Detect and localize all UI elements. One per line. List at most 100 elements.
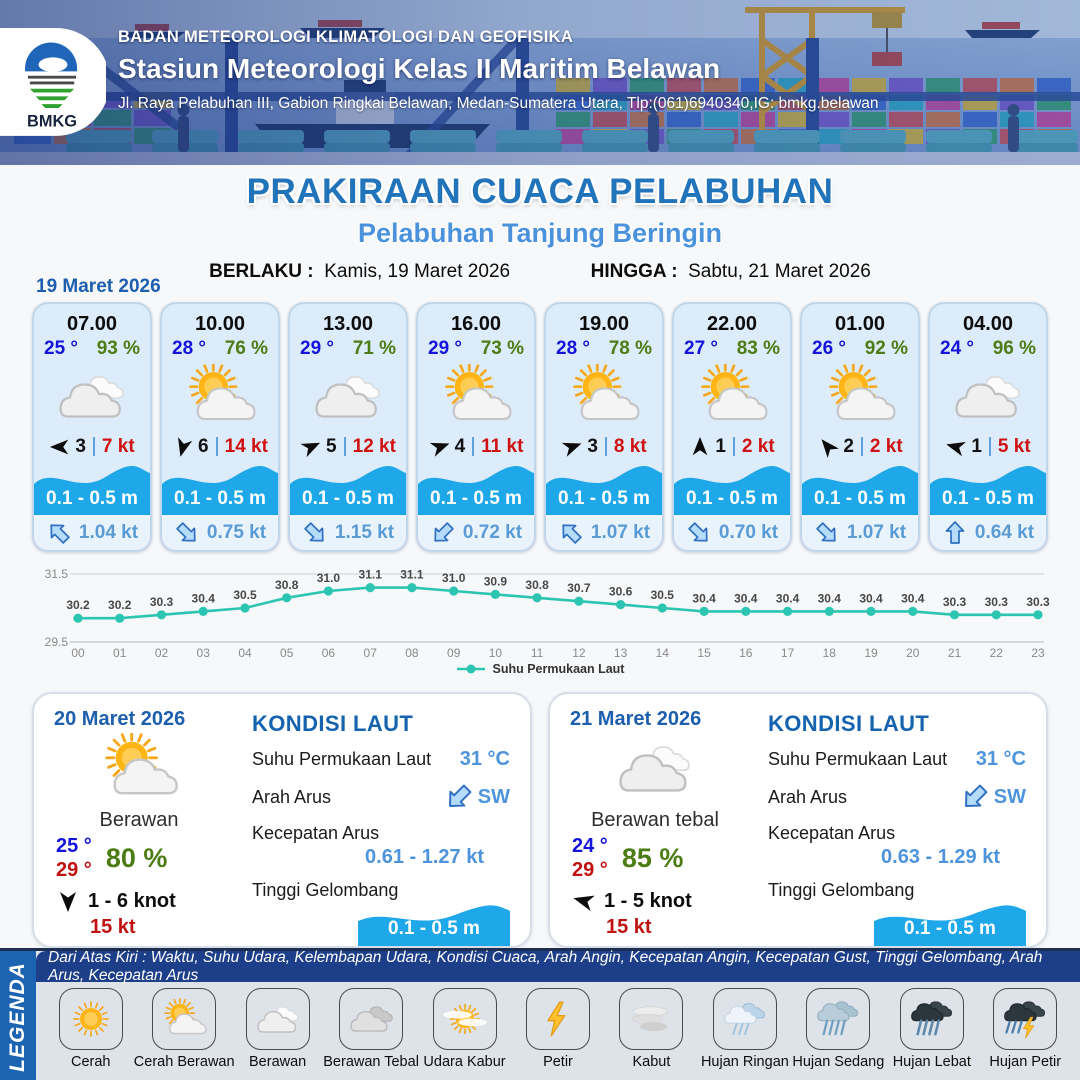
- current-speed: 0.70 kt: [718, 521, 779, 543]
- card-time: 10.00: [194, 313, 246, 335]
- card-temperature: 24 °: [940, 338, 975, 359]
- wind-row: 5 12 kt: [290, 430, 406, 465]
- title-block: PRAKIRAAN CUACA PELABUHAN Pelabuhan Tanj…: [0, 172, 1080, 283]
- current-direction-icon: [174, 520, 200, 546]
- card-temperature: 27 °: [684, 338, 719, 359]
- legend-item-label: Hujan Lebat: [892, 1054, 971, 1070]
- svg-text:30.5: 30.5: [233, 588, 257, 602]
- sst-chart-section: 31.5 29.5 30.2 00 30.2 01 30.3 02 30.4 03 30.5 04 30…: [30, 556, 1050, 684]
- legend-item-label: Berawan: [249, 1054, 307, 1070]
- svg-text:07: 07: [364, 646, 378, 660]
- current-row: 0.64 kt: [930, 515, 1046, 550]
- svg-text:30.4: 30.4: [192, 591, 216, 605]
- svg-text:30.4: 30.4: [818, 591, 842, 605]
- wind-direction-icon: [49, 436, 71, 458]
- forecast-card: 07.00 25 ° 93 % 3 7 kt 0.1 - 0.5 m 1.04: [32, 302, 152, 552]
- wind-gust: 2 kt: [741, 435, 775, 457]
- wave-height: 0.1 - 0.5 m: [174, 488, 266, 510]
- legend-weather-icon: [619, 988, 684, 1050]
- wind-row: 1 2 kt: [674, 430, 790, 465]
- wind-direction-icon: [689, 436, 711, 458]
- legend-series-label: Suhu Permukaan Laut: [492, 662, 625, 676]
- svg-text:22: 22: [990, 646, 1004, 660]
- daily-forecast-panel: 20 Maret 2026 Berawan 25 ° 29 ° 80 % 1 -…: [32, 692, 532, 948]
- svg-text:18: 18: [823, 646, 837, 660]
- card-temperature: 28 °: [172, 338, 207, 359]
- svg-text:30.6: 30.6: [609, 585, 633, 599]
- legend-vertical-banner: LEGENDA: [0, 951, 36, 1080]
- svg-text:04: 04: [238, 646, 252, 660]
- wave-height: 0.1 - 0.5 m: [942, 488, 1034, 510]
- wave-shape: [418, 466, 534, 516]
- legend-description: Dari Atas Kiri : Waktu, Suhu Udara, Kele…: [48, 948, 1043, 984]
- weather-condition-icon: [930, 362, 1046, 430]
- wind-direction-icon: [429, 436, 451, 458]
- weather-condition-icon: [550, 733, 760, 805]
- wind-gust: 15 kt: [606, 916, 652, 938]
- card-time: 16.00: [450, 313, 502, 335]
- svg-text:30.5: 30.5: [651, 588, 675, 602]
- svg-text:31.0: 31.0: [442, 571, 466, 585]
- svg-text:11: 11: [531, 646, 544, 660]
- current-row: 1.04 kt: [34, 515, 150, 550]
- wind-gust: 14 kt: [224, 435, 268, 457]
- legend-item-label: Hujan Ringan: [700, 1054, 789, 1070]
- legend-item-label: Petir: [543, 1054, 573, 1070]
- svg-text:29.5: 29.5: [45, 635, 69, 649]
- wave-height: 0.1 - 0.5 m: [302, 488, 394, 510]
- forecast-card: 22.00 27 ° 83 % 1 2 kt 0.1 - 0.5 m 0.70: [672, 302, 792, 552]
- divider: [215, 437, 218, 457]
- current-direction-value: SW: [477, 785, 510, 808]
- svg-text:30.3: 30.3: [1026, 595, 1050, 609]
- current-direction-icon: [686, 520, 712, 546]
- svg-text:31.0: 31.0: [317, 571, 341, 585]
- bmkg-logo: BMKG: [0, 28, 110, 140]
- divider: [343, 437, 346, 457]
- wave-height-band: 0.1 - 0.5 m: [802, 464, 918, 516]
- legend-weather-icon: [245, 988, 310, 1050]
- svg-text:16: 16: [739, 646, 753, 660]
- legend-item: Petir: [512, 988, 604, 1070]
- temp-max: 29 °: [56, 859, 92, 881]
- wind-row: 1 5 kt: [930, 430, 1046, 465]
- daily-forecast-panel: 21 Maret 2026 Berawan tebal 24 ° 29 ° 85…: [548, 692, 1048, 948]
- weather-condition-icon: [546, 362, 662, 430]
- wind-row: 2 2 kt: [802, 430, 918, 465]
- current-direction-icon: [942, 520, 968, 546]
- card-humidity: 78 %: [608, 338, 652, 359]
- legend-item: Berawan Tebal: [323, 988, 419, 1070]
- wave-height-label: Tinggi Gelombang: [768, 880, 915, 900]
- wave-height-band: 0.1 - 0.5 m: [674, 464, 790, 516]
- wave-height-value: 0.1 - 0.5 m: [904, 918, 996, 939]
- wind-gust: 2 kt: [869, 435, 903, 457]
- legend-item: Hujan Ringan: [699, 988, 791, 1070]
- wind-direction-icon: [561, 436, 583, 458]
- svg-text:BMKG: BMKG: [27, 112, 77, 130]
- wind-row: 1 - 5 knot: [572, 889, 760, 913]
- svg-text:03: 03: [197, 646, 211, 660]
- svg-text:21: 21: [948, 646, 962, 660]
- condition-label: Berawan: [99, 809, 179, 831]
- wind-speed: 3: [587, 435, 598, 457]
- panel-date: 20 Maret 2026: [54, 708, 186, 730]
- legend-weather-icon: [152, 988, 217, 1050]
- daily-panels: 20 Maret 2026 Berawan 25 ° 29 ° 80 % 1 -…: [32, 692, 1048, 948]
- wave-shape: [34, 466, 150, 516]
- port-name: Pelabuhan Tanjung Beringin: [357, 218, 722, 248]
- svg-text:15: 15: [697, 646, 711, 660]
- temp-min: 25 °: [56, 835, 92, 857]
- wind-speed: 4: [454, 435, 466, 457]
- svg-text:30.2: 30.2: [108, 598, 132, 612]
- svg-text:08: 08: [405, 646, 419, 660]
- card-temperature: 28 °: [556, 338, 591, 359]
- svg-text:30.7: 30.7: [567, 581, 591, 595]
- wave-shape: [546, 466, 662, 516]
- wave-shape: [290, 466, 406, 516]
- wind-speed: 2: [843, 435, 854, 457]
- wind-direction-icon: [572, 889, 596, 913]
- wind-speed: 6: [198, 435, 209, 457]
- divider: [604, 437, 607, 457]
- legend-item: Udara Kabur: [419, 988, 511, 1070]
- weather-condition-icon: [418, 362, 534, 430]
- legend-item-label: Cerah Berawan: [133, 1054, 235, 1070]
